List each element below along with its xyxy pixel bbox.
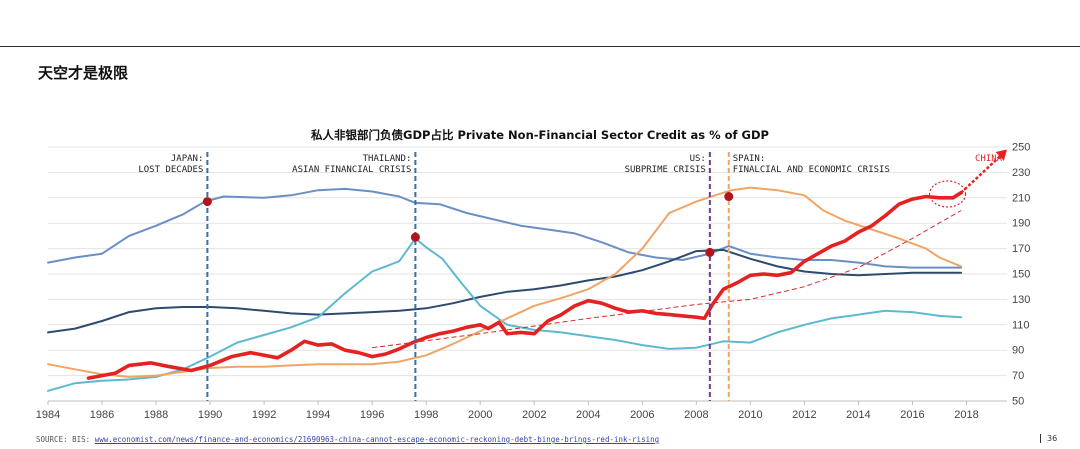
axes: 50 70 90 110 130 150 170 190 210 230 250 1984 1986 19…: [36, 142, 1031, 422]
slide-heading: 天空才是极限: [38, 64, 129, 82]
series-line-5: [86, 190, 963, 380]
series-line-2: [47, 248, 963, 334]
header-rule: [0, 46, 1080, 47]
x-tick-label: 1984: [36, 409, 60, 421]
crisis-label: FINALCIAL AND ECONOMIC CRISIS: [733, 165, 890, 175]
grid-lines: [48, 146, 1007, 377]
crisis-markers: JAPAN:LOST DECADES THAILAND:ASIAN FINANCI…: [138, 152, 890, 401]
y-tick-label: 210: [1012, 192, 1030, 204]
crisis-label: SUBPRIME CRISIS: [625, 165, 706, 175]
x-tick-label: 2012: [792, 409, 816, 421]
x-tick-label: 1988: [144, 409, 168, 421]
crisis-point: [705, 247, 715, 257]
china-highlight-circle: [928, 180, 967, 208]
series-line-4: [47, 186, 963, 378]
y-tick-label: 70: [1012, 370, 1024, 382]
x-tick-label: 2008: [684, 409, 708, 421]
x-tick-label: 1990: [198, 409, 222, 421]
chart-title: 私人非银部门负债GDP占比 Private Non-Financial Sect…: [311, 128, 769, 142]
source-note: SOURCE: BIS: www.economist.com/news/fina…: [36, 435, 659, 444]
x-tick-label: 2018: [954, 409, 978, 421]
crisis-label: ASIAN FINANCIAL CRISIS: [292, 165, 411, 175]
y-tick-label: 130: [1012, 294, 1030, 306]
y-tick-label: 110: [1012, 319, 1030, 331]
y-tick-label: 250: [1012, 142, 1030, 154]
crisis-point: [202, 197, 212, 207]
source-link[interactable]: www.economist.com/news/finance-and-econo…: [94, 435, 660, 444]
x-tick-label: 1998: [414, 409, 438, 421]
x-tick-label: 2004: [576, 409, 600, 421]
y-tick-label: 50: [1012, 396, 1024, 408]
x-tick-label: 2016: [900, 409, 924, 421]
crisis-label: JAPAN:: [171, 154, 204, 164]
series-lines: [47, 186, 963, 392]
y-tick-label: 90: [1012, 345, 1024, 357]
crisis-label: US:: [690, 154, 706, 164]
x-tick-label: 1994: [306, 409, 330, 421]
crisis-point: [724, 192, 734, 202]
x-tick-label: 1992: [252, 409, 276, 421]
trend-line: [372, 210, 962, 349]
x-tick-label: 2010: [738, 409, 762, 421]
y-tick-label: 170: [1012, 243, 1030, 255]
x-tick-label: 1986: [90, 409, 114, 421]
x-tick-label: 2014: [846, 409, 870, 421]
x-tick-label: 2000: [468, 409, 492, 421]
crisis-label: SPAIN:: [733, 154, 766, 164]
crisis-label: THAILAND:: [363, 154, 412, 164]
series-line-3: [47, 237, 963, 392]
page-number: 36: [1040, 434, 1057, 443]
crisis-point: [410, 232, 420, 242]
projection-arrow-shaft: [960, 152, 1004, 194]
x-tick-label: 2002: [522, 409, 546, 421]
x-tick-label: 2006: [630, 409, 654, 421]
projection-arrow-head: [995, 149, 1007, 161]
series-line-1: [47, 187, 963, 269]
y-tick-label: 230: [1012, 167, 1030, 179]
annotations: CHINA: [928, 149, 1007, 208]
y-tick-label: 150: [1012, 269, 1030, 281]
x-tick-label: 1996: [360, 409, 384, 421]
china-label: CHINA: [975, 154, 1003, 164]
source-prefix: SOURCE: BIS:: [36, 435, 95, 444]
crisis-label: LOST DECADES: [138, 165, 203, 175]
y-tick-label: 190: [1012, 218, 1030, 230]
